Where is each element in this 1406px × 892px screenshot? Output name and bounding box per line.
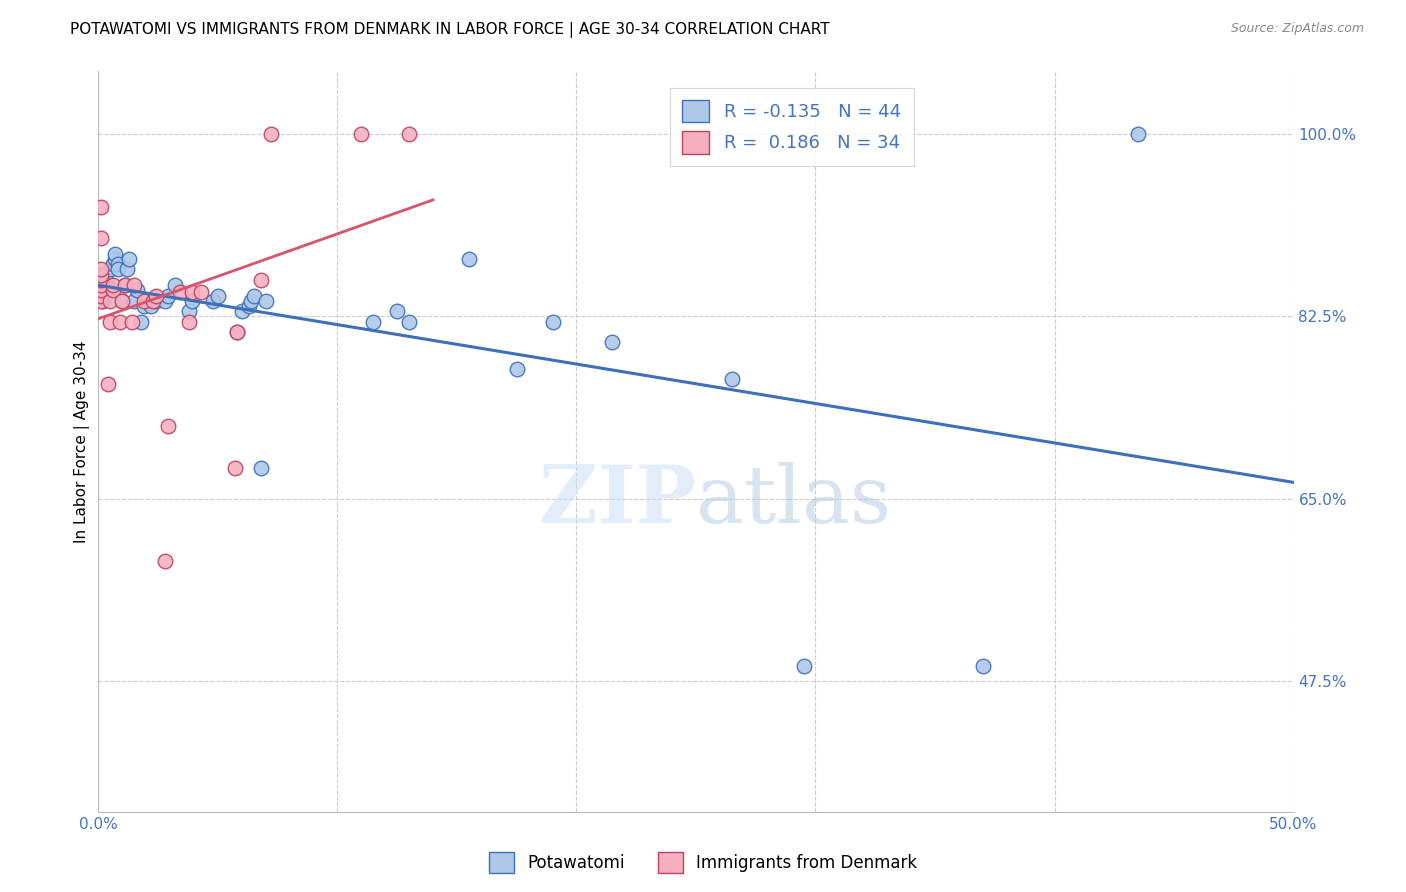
- Point: [101, 283, 124, 297]
- Point: [250, 460, 273, 475]
- Point: [202, 293, 225, 308]
- Point: [131, 315, 153, 329]
- Point: [156, 288, 179, 302]
- Point: [250, 273, 273, 287]
- Point: [240, 293, 263, 308]
- Point: [207, 288, 229, 302]
- Point: [259, 127, 281, 141]
- Point: [91, 283, 114, 297]
- Point: [385, 304, 409, 318]
- Point: [506, 361, 529, 376]
- Point: [124, 293, 146, 308]
- Point: [145, 293, 167, 308]
- Point: [180, 285, 202, 300]
- Point: [363, 315, 385, 329]
- Point: [114, 278, 136, 293]
- Point: [107, 262, 129, 277]
- Point: [600, 335, 623, 350]
- Point: [97, 377, 120, 392]
- Point: [398, 315, 420, 329]
- Point: [90, 283, 112, 297]
- Point: [169, 285, 191, 300]
- Point: [115, 262, 138, 277]
- Point: [155, 554, 177, 568]
- Point: [107, 257, 129, 271]
- Point: [231, 304, 253, 318]
- Point: [90, 273, 112, 287]
- Point: [94, 273, 117, 287]
- Point: [118, 252, 141, 266]
- Point: [132, 293, 155, 308]
- Point: [179, 304, 201, 318]
- Point: [1128, 127, 1150, 141]
- Point: [398, 127, 420, 141]
- Point: [179, 315, 201, 329]
- Point: [721, 372, 744, 386]
- Text: ZIP: ZIP: [538, 462, 696, 540]
- Point: [350, 127, 373, 141]
- Point: [238, 299, 260, 313]
- Point: [90, 262, 112, 277]
- Point: [156, 418, 179, 433]
- Point: [101, 257, 124, 271]
- Text: atlas: atlas: [696, 462, 891, 540]
- Legend: Potawatomi, Immigrants from Denmark: Potawatomi, Immigrants from Denmark: [482, 846, 924, 880]
- Point: [98, 293, 122, 308]
- Point: [125, 283, 148, 297]
- Point: [101, 278, 124, 293]
- Point: [90, 268, 112, 282]
- Text: POTAWATOMI VS IMMIGRANTS FROM DENMARK IN LABOR FORCE | AGE 30-34 CORRELATION CHA: POTAWATOMI VS IMMIGRANTS FROM DENMARK IN…: [70, 22, 830, 38]
- Point: [98, 262, 122, 277]
- Point: [90, 278, 112, 293]
- Point: [254, 293, 277, 308]
- Y-axis label: In Labor Force | Age 30-34: In Labor Force | Age 30-34: [75, 340, 90, 543]
- Point: [90, 200, 112, 214]
- Point: [91, 293, 114, 308]
- Point: [142, 293, 165, 308]
- Text: Source: ZipAtlas.com: Source: ZipAtlas.com: [1230, 22, 1364, 36]
- Point: [111, 293, 134, 308]
- Point: [114, 278, 136, 293]
- Point: [226, 325, 249, 339]
- Point: [111, 293, 134, 308]
- Point: [98, 315, 122, 329]
- Point: [224, 460, 246, 475]
- Point: [163, 278, 186, 293]
- Point: [104, 252, 127, 266]
- Point: [190, 285, 212, 300]
- Point: [793, 658, 815, 673]
- Point: [121, 315, 143, 329]
- Point: [90, 293, 112, 308]
- Point: [155, 293, 177, 308]
- Point: [145, 288, 167, 302]
- Point: [132, 299, 155, 313]
- Point: [90, 231, 112, 245]
- Point: [226, 325, 249, 339]
- Point: [541, 315, 564, 329]
- Point: [458, 252, 481, 266]
- Point: [243, 288, 266, 302]
- Point: [104, 247, 127, 261]
- Point: [90, 288, 112, 302]
- Point: [124, 278, 146, 293]
- Point: [108, 315, 131, 329]
- Legend: R = -0.135   N = 44, R =  0.186   N = 34: R = -0.135 N = 44, R = 0.186 N = 34: [669, 87, 914, 166]
- Point: [180, 293, 202, 308]
- Point: [972, 658, 994, 673]
- Point: [139, 299, 162, 313]
